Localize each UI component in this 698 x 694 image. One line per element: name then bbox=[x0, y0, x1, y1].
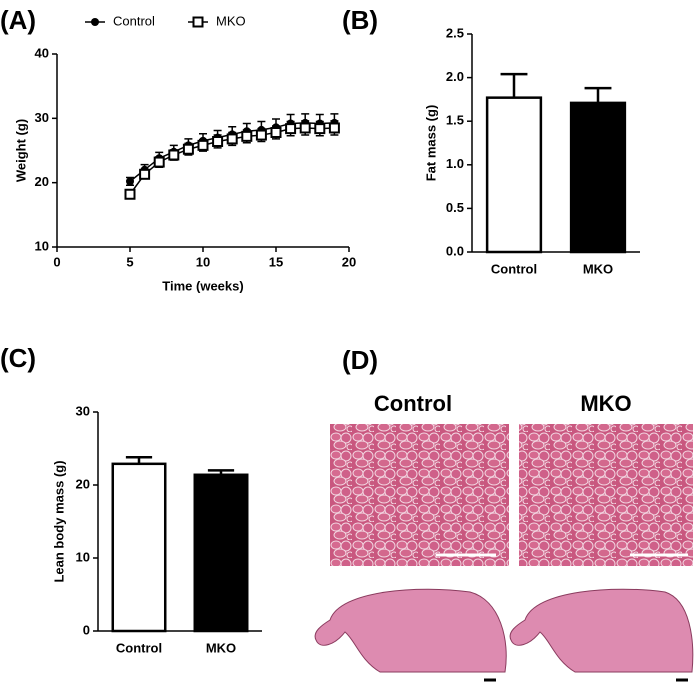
data-point bbox=[328, 122, 340, 134]
error-bar bbox=[584, 86, 612, 103]
x-tick-label: 20 bbox=[342, 254, 356, 269]
x-axis-label: Time (weeks) bbox=[162, 278, 243, 293]
y-tick-label: 10 bbox=[76, 549, 90, 564]
bar bbox=[485, 96, 543, 254]
y-axis-label: Lean body mass (g) bbox=[51, 460, 66, 582]
x-tick-label: 5 bbox=[126, 254, 133, 269]
data-point bbox=[255, 129, 267, 141]
y-tick-label: 20 bbox=[76, 476, 90, 491]
bar bbox=[111, 462, 167, 633]
y-tick-label: 0.5 bbox=[446, 200, 464, 215]
y-tick-label: 1.0 bbox=[446, 156, 464, 171]
data-point bbox=[226, 133, 238, 145]
y-tick-label: 20 bbox=[35, 174, 49, 189]
bar bbox=[569, 101, 627, 254]
x-tick-label: MKO bbox=[583, 261, 613, 276]
y-axis-label: Weight (g) bbox=[13, 119, 28, 182]
error-bar bbox=[500, 72, 528, 98]
panel-label: (D) bbox=[342, 345, 378, 375]
data-point bbox=[168, 149, 180, 161]
data-point bbox=[212, 135, 224, 147]
y-tick-label: 1.5 bbox=[446, 113, 464, 128]
cross-section bbox=[314, 588, 507, 673]
y-tick-label: 40 bbox=[35, 45, 49, 60]
y-tick-label: 30 bbox=[35, 110, 49, 125]
data-point bbox=[139, 168, 151, 180]
y-tick-label: 2.5 bbox=[446, 25, 464, 40]
x-tick-label: Control bbox=[491, 261, 537, 276]
column-label: MKO bbox=[580, 391, 631, 416]
panel-label: (A) bbox=[0, 5, 36, 35]
legend-marker bbox=[91, 18, 99, 26]
data-point bbox=[270, 126, 282, 138]
y-tick-label: 2.0 bbox=[446, 69, 464, 84]
x-tick-label: Control bbox=[116, 640, 162, 655]
bar bbox=[193, 473, 249, 633]
column-label: Control bbox=[374, 391, 452, 416]
x-tick-label: 15 bbox=[269, 254, 283, 269]
data-point bbox=[126, 177, 134, 186]
legend-marker bbox=[192, 16, 204, 28]
y-axis-label: Fat mass (g) bbox=[423, 105, 438, 182]
panel-label: (B) bbox=[342, 5, 378, 35]
y-tick-label: 30 bbox=[76, 403, 90, 418]
legend-label: Control bbox=[113, 13, 155, 28]
x-tick-label: 0 bbox=[53, 254, 60, 269]
data-point bbox=[153, 156, 165, 168]
data-point bbox=[241, 130, 253, 142]
histology-image bbox=[330, 424, 509, 566]
legend-label: MKO bbox=[216, 13, 246, 28]
x-tick-label: MKO bbox=[206, 640, 236, 655]
data-point bbox=[182, 143, 194, 155]
y-tick-label: 0 bbox=[83, 622, 90, 637]
data-point bbox=[197, 139, 209, 151]
y-tick-label: 0.0 bbox=[446, 243, 464, 258]
data-point bbox=[124, 188, 136, 200]
histology-image bbox=[519, 424, 693, 566]
data-point bbox=[314, 123, 326, 135]
data-point bbox=[285, 123, 297, 135]
data-point bbox=[299, 122, 311, 134]
y-tick-label: 10 bbox=[35, 238, 49, 253]
panel-label: (C) bbox=[0, 343, 36, 373]
x-tick-label: 10 bbox=[196, 254, 210, 269]
cross-section bbox=[509, 588, 694, 673]
